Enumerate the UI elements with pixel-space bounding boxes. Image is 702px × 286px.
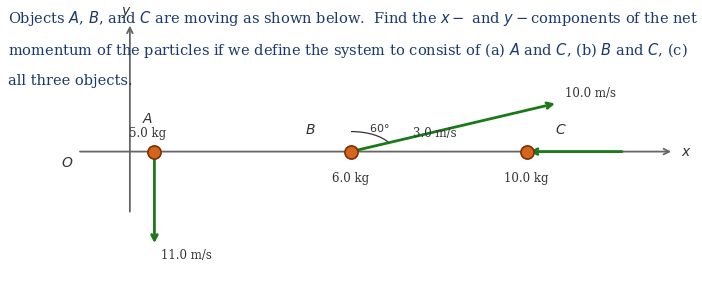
- Text: 5.0 kg: 5.0 kg: [129, 127, 166, 140]
- Point: [149, 149, 160, 154]
- Text: $B$: $B$: [305, 123, 316, 137]
- Text: Objects $A$, $B$, and $C$ are moving as shown below.  Find the $x-$ and $y-$comp: Objects $A$, $B$, and $C$ are moving as …: [8, 9, 698, 27]
- Text: $60°$: $60°$: [369, 122, 389, 134]
- Text: $O$: $O$: [60, 156, 73, 170]
- Point: [345, 149, 357, 154]
- Text: all three objects.: all three objects.: [8, 74, 133, 88]
- Text: 6.0 kg: 6.0 kg: [333, 172, 369, 184]
- Text: $C$: $C$: [555, 123, 567, 137]
- Text: $x$: $x$: [681, 145, 691, 158]
- Text: 10.0 m/s: 10.0 m/s: [564, 87, 616, 100]
- Text: 10.0 kg: 10.0 kg: [504, 172, 549, 184]
- Text: $A$: $A$: [142, 112, 153, 126]
- Text: momentum of the particles if we define the system to consist of (a) $A$ and $C$,: momentum of the particles if we define t…: [8, 41, 688, 60]
- Text: $y$: $y$: [121, 5, 132, 20]
- Text: 11.0 m/s: 11.0 m/s: [161, 249, 212, 262]
- Text: 3.0 m/s: 3.0 m/s: [413, 127, 457, 140]
- Point: [521, 149, 532, 154]
